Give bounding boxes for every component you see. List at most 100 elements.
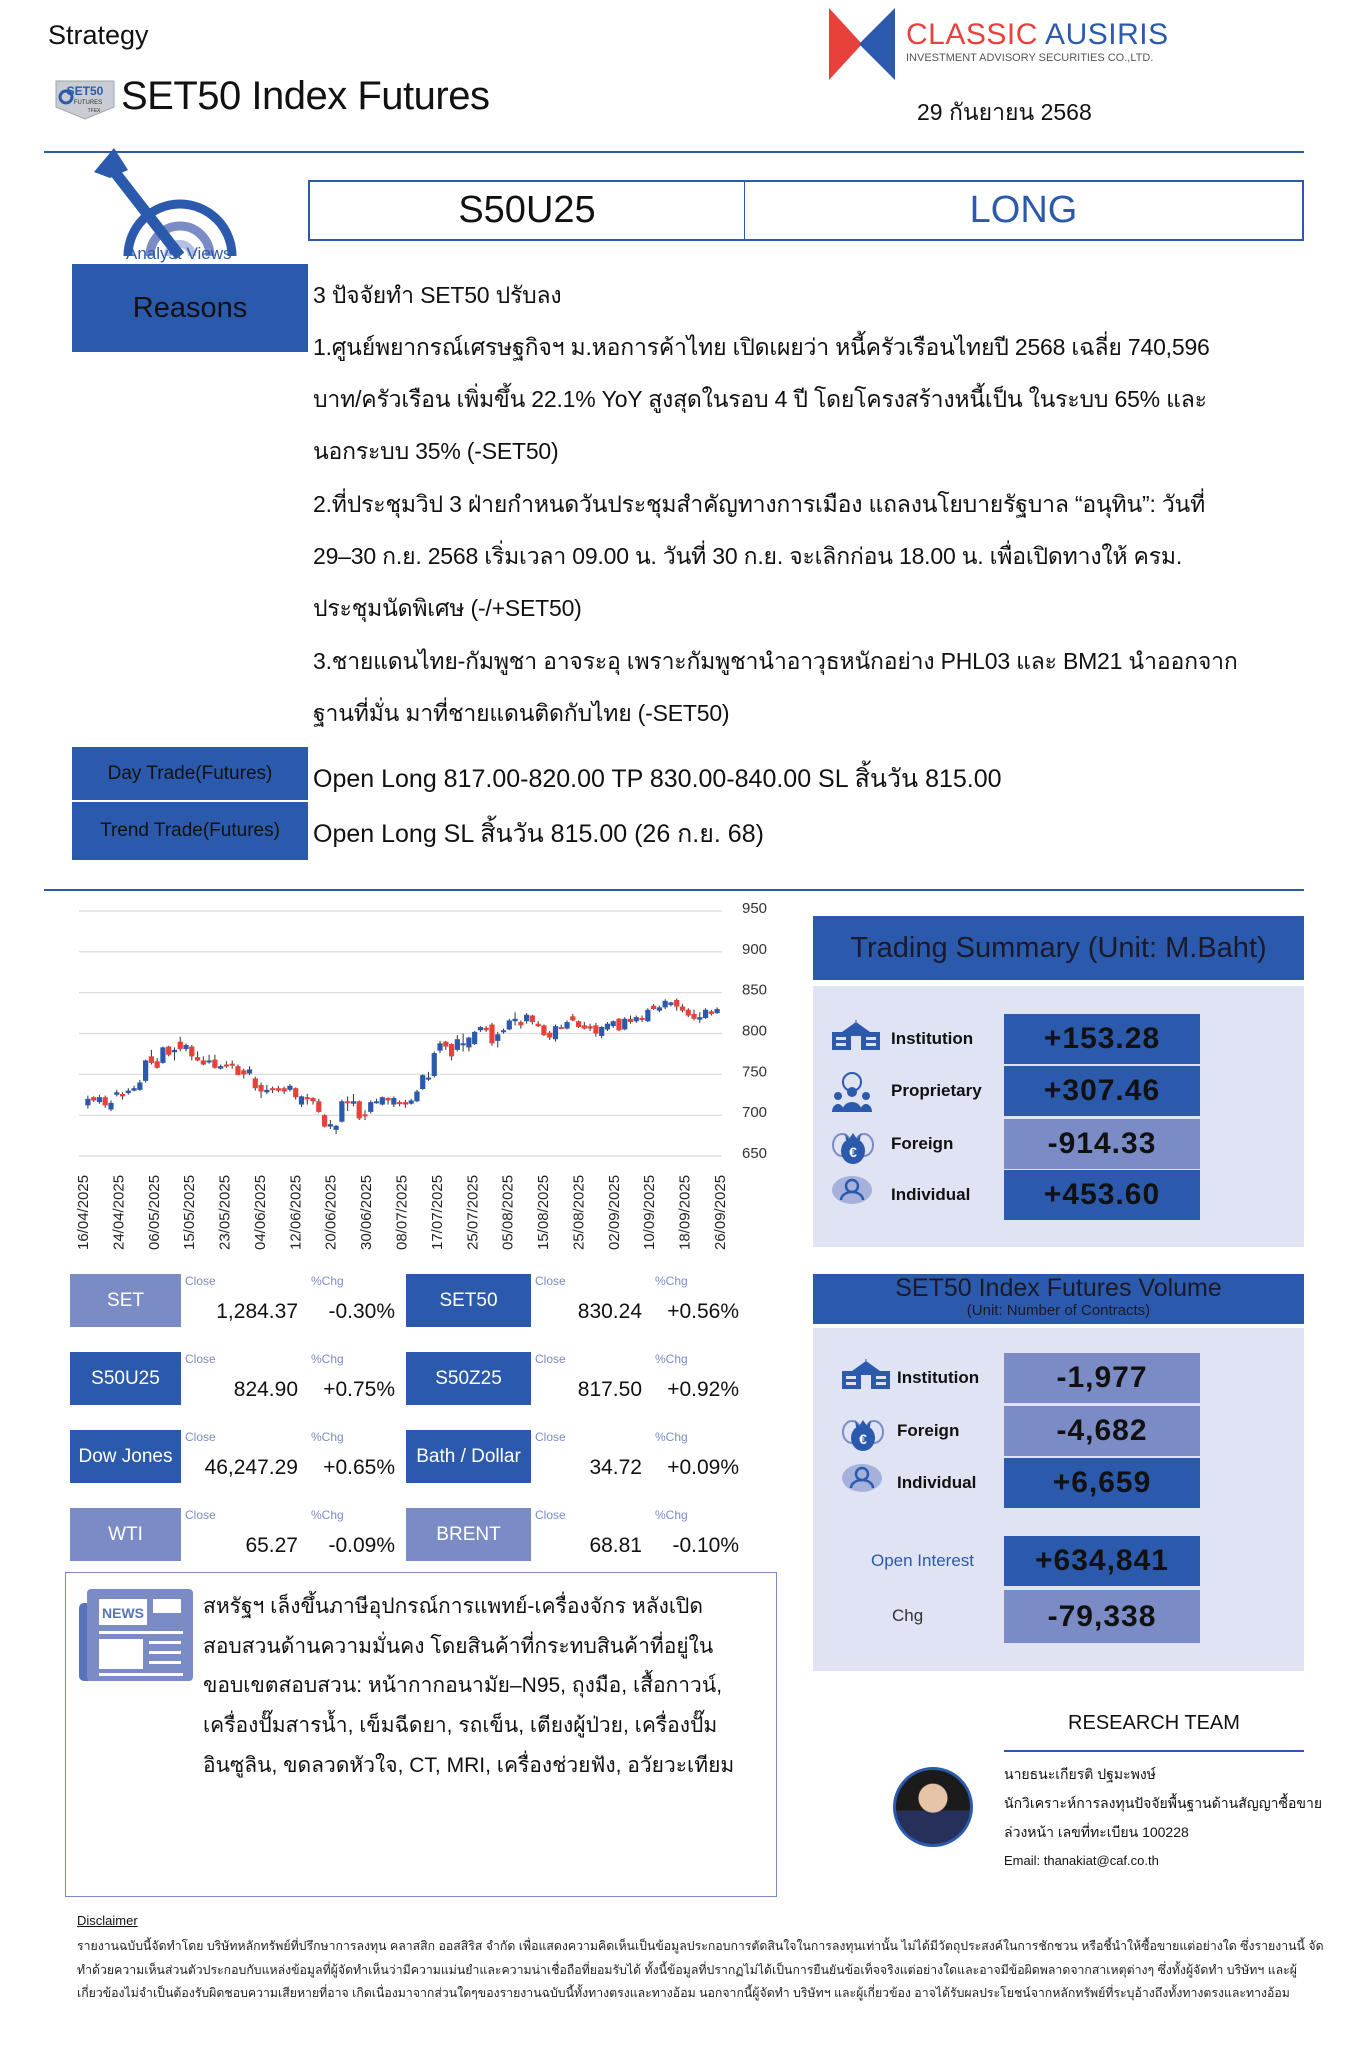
row-value: +453.60 <box>1004 1170 1200 1220</box>
chg-label: %Chg <box>655 1274 688 1288</box>
candle-body <box>154 1061 160 1068</box>
row-label: Individual <box>897 1473 977 1492</box>
row-label: Institution <box>897 1368 980 1387</box>
x-tick-label: 15/08/2025 <box>535 1175 552 1250</box>
candle-body <box>160 1047 166 1063</box>
candle-body <box>218 1066 224 1069</box>
candle-body <box>252 1078 258 1089</box>
candle-body <box>96 1097 103 1103</box>
candle-body <box>212 1059 218 1068</box>
institution-icon <box>832 1016 880 1055</box>
x-tick-label: 18/09/2025 <box>677 1175 694 1250</box>
candle-body <box>645 1009 651 1022</box>
open-interest-label: Open Interest <box>871 1551 975 1570</box>
candle-body <box>656 1007 662 1011</box>
candle-body <box>258 1084 264 1092</box>
candle-body <box>281 1088 287 1092</box>
y-tick-label: 650 <box>742 1145 767 1162</box>
candle-body <box>362 1114 368 1117</box>
close-label: Close <box>185 1274 216 1288</box>
y-tick-label: 950 <box>742 900 767 917</box>
candle-body <box>593 1025 599 1034</box>
candle-body <box>575 1021 582 1027</box>
x-tick-label: 20/06/2025 <box>323 1175 340 1250</box>
reason-line: 1.ศูนย์พยากรณ์เศรษฐกิจฯ ม.หอการค้าไทย เป… <box>313 334 1210 360</box>
market-name-bath-dollar: Bath / Dollar <box>406 1430 531 1483</box>
candle-body <box>489 1024 495 1044</box>
company-name-text: CLASSIC AUSIRIS <box>906 18 1169 51</box>
candle-body <box>512 1018 518 1022</box>
candle-body <box>552 1026 559 1040</box>
reason-line: นอกระบบ 35% (-SET50) <box>313 438 559 464</box>
section-label: Strategy <box>48 20 149 50</box>
y-tick-label: 850 <box>742 982 767 999</box>
analyst-role: นักวิเคราะห์การลงทุนปัจจัยพื้นฐานด้านสัญ… <box>1004 1795 1323 1811</box>
candle-body <box>333 1125 339 1130</box>
news-icon-label: NEWS <box>102 1605 144 1621</box>
close-label: Close <box>185 1430 216 1444</box>
candle-body <box>137 1082 143 1090</box>
pct-change-value: +0.75% <box>323 1378 395 1401</box>
y-tick-label: 700 <box>742 1104 767 1121</box>
candle-body <box>604 1023 611 1030</box>
market-name-brent: BRENT <box>406 1508 531 1561</box>
candle-body <box>171 1049 178 1053</box>
candle-body <box>304 1097 310 1100</box>
candle-body <box>570 1016 576 1021</box>
candle-body <box>379 1097 385 1105</box>
x-tick-label: 08/07/2025 <box>394 1175 411 1250</box>
candle-body <box>241 1070 247 1075</box>
candle-body <box>316 1101 322 1112</box>
analyst-email[interactable]: Email: thanakiat@caf.co.th <box>1004 1853 1159 1868</box>
candle-body <box>327 1124 333 1127</box>
row-value: -4,682 <box>1004 1406 1200 1456</box>
candle-body <box>668 1002 674 1005</box>
candle-body <box>651 1005 657 1009</box>
pct-change-value: -0.09% <box>328 1534 395 1557</box>
trade-plan-text: Open Long 817.00-820.00 TP 830.00-840.00… <box>313 765 1002 793</box>
row-label: Foreign <box>891 1134 954 1153</box>
candle-body <box>408 1100 414 1104</box>
company-name: CLASSIC AUSIRIS <box>906 18 1169 52</box>
candle-body <box>368 1102 374 1112</box>
candle-body <box>200 1060 206 1065</box>
analyst-views-target-icon <box>88 148 268 266</box>
candle-body <box>246 1069 253 1074</box>
y-tick-label: 900 <box>742 941 767 958</box>
candle-body <box>275 1088 281 1091</box>
chg-label: %Chg <box>311 1430 344 1444</box>
research-team-divider <box>1004 1750 1304 1752</box>
y-tick-label: 750 <box>742 1063 767 1080</box>
candle-body <box>714 1009 720 1014</box>
trade-type-label: Day Trade(Futures) <box>72 747 308 800</box>
candle-body <box>166 1046 172 1055</box>
candle-body <box>183 1044 189 1050</box>
candle-body <box>472 1031 478 1045</box>
candle-body <box>448 1044 455 1057</box>
page-title: SET50 Index Futures <box>121 74 490 118</box>
candle-body <box>177 1041 183 1050</box>
candle-body <box>558 1026 564 1029</box>
futures-volume-subtitle: (Unit: Number of Contracts) <box>966 1302 1151 1319</box>
news-line: สอบสวนด้านความมั่นคง โดยสินค้าที่กระทบสิ… <box>203 1635 714 1658</box>
candle-body <box>616 1018 622 1031</box>
close-label: Close <box>185 1352 216 1366</box>
x-tick-label: 05/08/2025 <box>500 1175 517 1250</box>
close-value: 824.90 <box>233 1378 298 1401</box>
x-tick-label: 04/06/2025 <box>252 1175 269 1250</box>
candle-body <box>194 1057 201 1061</box>
x-tick-label: 16/04/2025 <box>75 1175 92 1250</box>
candle-body <box>466 1037 472 1048</box>
x-tick-label: 25/07/2025 <box>464 1175 481 1250</box>
row-label: Foreign <box>897 1421 960 1440</box>
close-value: 68.81 <box>589 1534 642 1557</box>
market-name-set50: SET50 <box>406 1274 531 1327</box>
disclaimer-text: รายงานฉบับนี้จัดทำโดย บริษัทหลักทรัพย์ที… <box>77 1939 1324 2000</box>
x-tick-label: 12/06/2025 <box>287 1175 304 1250</box>
chg-label: %Chg <box>311 1352 344 1366</box>
candle-body <box>541 1025 547 1036</box>
reason-line: บาท/ครัวเรือน เพิ่มขึ้น 22.1% YoY สูงสุด… <box>313 386 1207 412</box>
individual-icon <box>842 1464 882 1497</box>
oi-chg-value: -79,338 <box>1004 1590 1200 1643</box>
pct-change-value: +0.56% <box>667 1300 739 1323</box>
